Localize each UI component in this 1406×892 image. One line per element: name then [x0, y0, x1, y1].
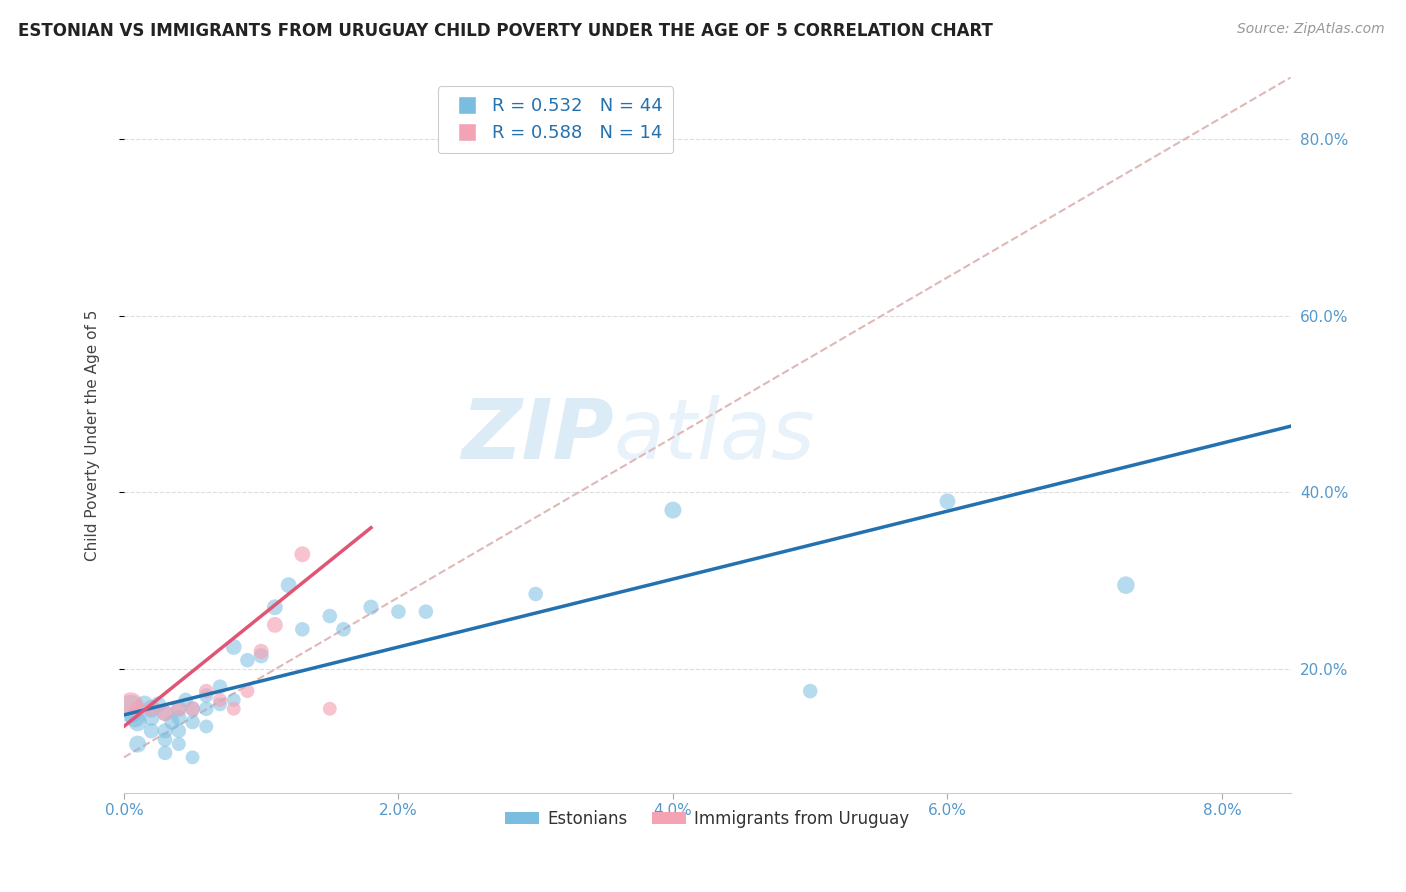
Point [167, 737, 190, 751]
Point [174, 693, 197, 707]
Point [160, 714, 183, 729]
Point [195, 689, 218, 703]
Point [127, 702, 149, 716]
Point [250, 644, 273, 658]
Point [134, 698, 156, 712]
Point [208, 680, 231, 694]
Point [387, 605, 409, 619]
Point [124, 710, 146, 724]
Point [148, 698, 170, 712]
Point [291, 547, 314, 561]
Text: ESTONIAN VS IMMIGRANTS FROM URUGUAY CHILD POVERTY UNDER THE AGE OF 5 CORRELATION: ESTONIAN VS IMMIGRANTS FROM URUGUAY CHIL… [18, 22, 993, 40]
Point [319, 609, 342, 624]
Point [181, 750, 204, 764]
Point [236, 684, 259, 698]
Point [799, 684, 821, 698]
Point [291, 622, 314, 636]
Point [1115, 578, 1137, 592]
Point [167, 723, 190, 738]
Point [181, 702, 204, 716]
Y-axis label: Child Poverty Under the Age of 5: Child Poverty Under the Age of 5 [86, 310, 100, 561]
Legend: Estonians, Immigrants from Uruguay: Estonians, Immigrants from Uruguay [499, 803, 915, 834]
Point [141, 723, 163, 738]
Point [127, 714, 149, 729]
Point [153, 732, 176, 747]
Point [195, 719, 218, 733]
Point [181, 702, 204, 716]
Point [332, 622, 354, 636]
Point [222, 693, 245, 707]
Point [141, 702, 163, 716]
Point [153, 723, 176, 738]
Point [127, 737, 149, 751]
Point [153, 746, 176, 760]
Point [264, 600, 287, 615]
Point [141, 702, 163, 716]
Point [250, 648, 273, 663]
Point [524, 587, 547, 601]
Point [264, 618, 287, 632]
Point [208, 698, 231, 712]
Point [120, 698, 142, 712]
Point [222, 702, 245, 716]
Point [222, 640, 245, 654]
Point [360, 600, 382, 615]
Text: Source: ZipAtlas.com: Source: ZipAtlas.com [1237, 22, 1385, 37]
Point [415, 605, 437, 619]
Point [319, 702, 342, 716]
Point [277, 578, 299, 592]
Point [936, 494, 959, 508]
Point [167, 702, 190, 716]
Point [120, 702, 142, 716]
Text: atlas: atlas [614, 394, 815, 475]
Point [153, 706, 176, 721]
Point [195, 684, 218, 698]
Point [662, 503, 685, 517]
Text: ZIP: ZIP [461, 394, 614, 475]
Point [208, 693, 231, 707]
Point [195, 702, 218, 716]
Point [167, 710, 190, 724]
Point [167, 702, 190, 716]
Point [236, 653, 259, 667]
Point [181, 714, 204, 729]
Point [141, 710, 163, 724]
Point [153, 706, 176, 721]
